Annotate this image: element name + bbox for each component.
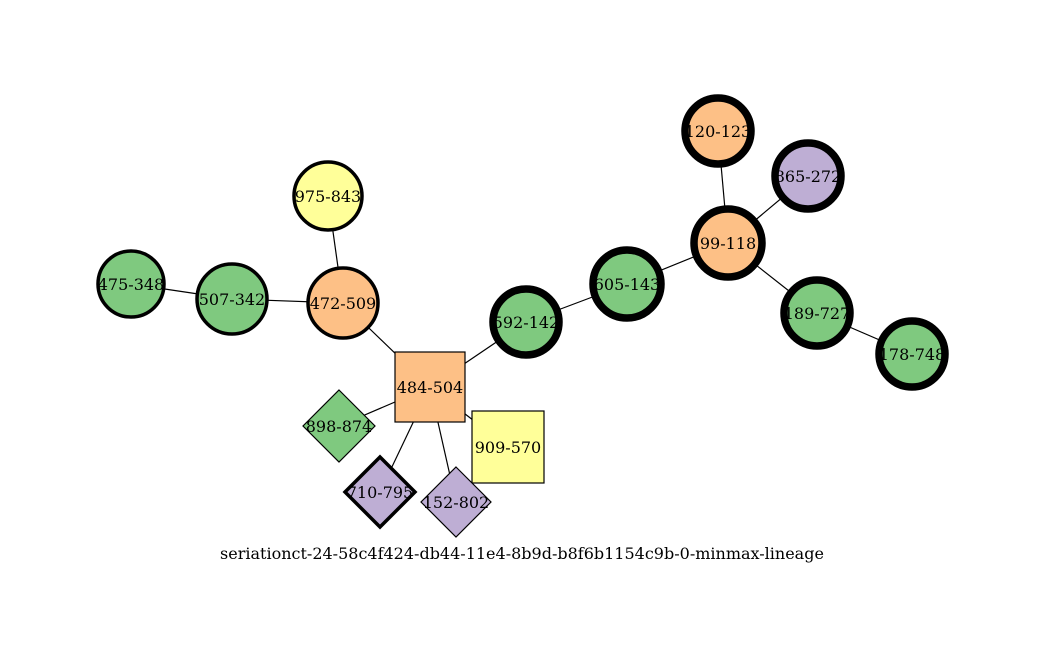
node-shape-898-874 (302, 389, 376, 463)
node-shape-152-802 (420, 466, 492, 538)
node-shape-605-143 (589, 246, 665, 322)
node-label-975-843: 975-843 (295, 187, 361, 206)
graph-caption: seriationct-24-58c4f424-db44-11e4-8b9d-b… (220, 544, 824, 563)
node-shape-592-142 (489, 285, 563, 359)
node-865-272: 865-272 (771, 139, 845, 213)
node-label-592-142: 592-142 (493, 313, 559, 332)
node-shape-472-509 (306, 266, 380, 340)
node-label-605-143: 605-143 (594, 275, 660, 294)
node-475-348: 475-348 (96, 249, 166, 319)
node-898-874: 898-874 (302, 389, 376, 463)
node-605-143: 605-143 (589, 246, 665, 322)
node-shape-507-342 (195, 262, 269, 336)
node-710-795: 710-795 (342, 454, 418, 530)
node-label-507-342: 507-342 (199, 290, 265, 309)
node-shape-178-748 (875, 317, 949, 391)
node-shape-484-504 (394, 351, 466, 423)
node-shape-120-123 (681, 94, 755, 168)
node-label-898-874: 898-874 (306, 417, 372, 436)
node-975-843: 975-843 (292, 160, 364, 232)
node-label-99-118: 99-118 (700, 234, 756, 253)
node-label-178-748: 178-748 (879, 345, 945, 364)
node-label-152-802: 152-802 (423, 493, 489, 512)
node-484-504: 484-504 (394, 351, 466, 423)
node-label-120-123: 120-123 (685, 122, 751, 141)
node-shape-865-272 (771, 139, 845, 213)
node-909-570: 909-570 (471, 410, 545, 484)
node-label-189-727: 189-727 (784, 304, 850, 323)
node-label-472-509: 472-509 (310, 294, 376, 313)
node-shape-710-795 (342, 454, 418, 530)
node-label-484-504: 484-504 (397, 378, 463, 397)
node-shape-909-570 (471, 410, 545, 484)
node-472-509: 472-509 (306, 266, 380, 340)
node-507-342: 507-342 (195, 262, 269, 336)
node-189-727: 189-727 (780, 276, 854, 350)
node-shape-975-843 (292, 160, 364, 232)
node-shape-475-348 (96, 249, 166, 319)
node-label-710-795: 710-795 (347, 483, 413, 502)
node-label-475-348: 475-348 (98, 275, 164, 294)
node-99-118: 99-118 (690, 205, 766, 281)
node-178-748: 178-748 (875, 317, 949, 391)
node-shape-99-118 (690, 205, 766, 281)
nodes-layer: 120-123 865-272 99-118 975-843 475-348 507-34… (96, 94, 949, 538)
node-label-909-570: 909-570 (475, 438, 541, 457)
node-label-865-272: 865-272 (775, 167, 841, 186)
node-shape-189-727 (780, 276, 854, 350)
node-120-123: 120-123 (681, 94, 755, 168)
node-152-802: 152-802 (420, 466, 492, 538)
node-592-142: 592-142 (489, 285, 563, 359)
